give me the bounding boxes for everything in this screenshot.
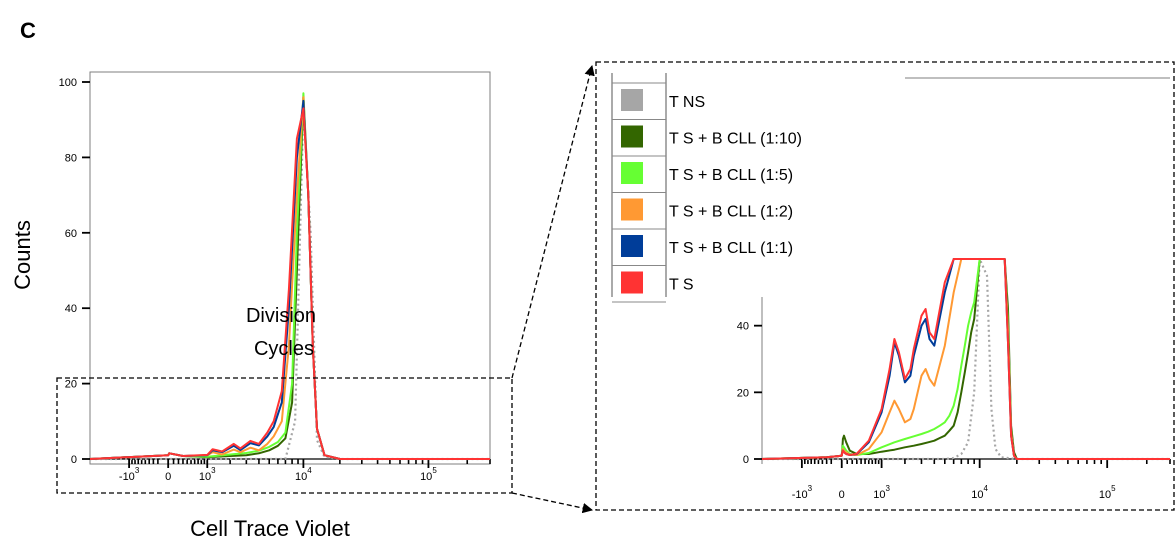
right-series bbox=[762, 257, 1170, 461]
left-x-axis: -103 0 103 104 105 bbox=[90, 458, 491, 483]
right-x-axis: -103 0 103 104 105 bbox=[762, 458, 1171, 501]
annotation-line-1: Division bbox=[246, 305, 316, 327]
left-series bbox=[90, 92, 490, 461]
left-x-tick-label: 105 bbox=[420, 466, 437, 483]
panel-label: C bbox=[20, 18, 36, 43]
legend-label: T S + B CLL (1:10) bbox=[669, 131, 802, 148]
left-x-tick-label: 0 bbox=[165, 471, 171, 483]
right-y-tick-label: 40 bbox=[737, 321, 749, 333]
legend-label: T S + B CLL (1:5) bbox=[669, 167, 793, 184]
legend: T NS T S + B CLL (1:10) T S + B CLL (1:5) T… bbox=[611, 73, 904, 303]
legend-swatch bbox=[621, 89, 643, 111]
left-x-axis-label: Cell Trace Violet bbox=[190, 516, 350, 541]
legend-swatch bbox=[621, 162, 643, 184]
annotation-line-2: Cycles bbox=[254, 338, 314, 360]
legend-swatch bbox=[621, 271, 643, 294]
legend-swatch bbox=[621, 198, 643, 221]
left-plot-frame bbox=[89, 71, 491, 465]
right-series-t-ns bbox=[762, 257, 1170, 461]
zoom-panel-box bbox=[595, 61, 1175, 511]
right-y-tick-label: 20 bbox=[737, 387, 749, 399]
left-y-axis-label: Counts bbox=[10, 220, 35, 290]
connector-arrow-bottom bbox=[511, 492, 594, 514]
connector-arrow-top bbox=[511, 64, 595, 379]
legend-label: T S + B CLL (1:1) bbox=[669, 240, 793, 257]
legend-label: T S + B CLL (1:2) bbox=[669, 204, 793, 221]
zoom-region-box bbox=[56, 377, 513, 494]
legend-background bbox=[612, 73, 904, 297]
right-x-tick-label: 104 bbox=[971, 484, 988, 501]
legend-label: T NS bbox=[669, 94, 705, 111]
right-y-axis: 0 20 40 bbox=[737, 321, 762, 466]
left-series-t-s bbox=[90, 107, 490, 460]
left-y-tick-label: 100 bbox=[59, 77, 77, 89]
legend-swatch bbox=[621, 125, 643, 148]
left-y-tick-label: 40 bbox=[65, 303, 77, 315]
left-chart: 0 20 40 60 80 100 -103 0 103 104 105 Counts Cell … bbox=[10, 71, 491, 541]
left-y-tick-label: 0 bbox=[71, 454, 77, 466]
left-y-tick-label: 20 bbox=[65, 379, 77, 391]
right-x-tick-label: 105 bbox=[1099, 484, 1116, 501]
left-y-tick-label: 60 bbox=[65, 228, 77, 240]
right-series-t-s bbox=[762, 258, 1170, 460]
legend-label: T S bbox=[669, 277, 694, 294]
right-x-tick-label: -103 bbox=[792, 484, 813, 501]
left-y-tick-label: 80 bbox=[65, 152, 77, 164]
left-x-tick-label: 104 bbox=[295, 466, 312, 483]
left-x-tick-label: -103 bbox=[119, 466, 140, 483]
legend-swatch bbox=[621, 235, 643, 257]
left-y-axis: 0 20 40 60 80 100 bbox=[59, 77, 90, 466]
right-y-tick-label: 0 bbox=[743, 454, 749, 466]
right-chart: 0 20 40 -103 0 103 104 105 bbox=[737, 77, 1171, 501]
right-x-tick-label: 0 bbox=[839, 489, 845, 501]
right-x-tick-label: 103 bbox=[873, 484, 890, 501]
left-x-tick-label: 103 bbox=[199, 466, 216, 483]
